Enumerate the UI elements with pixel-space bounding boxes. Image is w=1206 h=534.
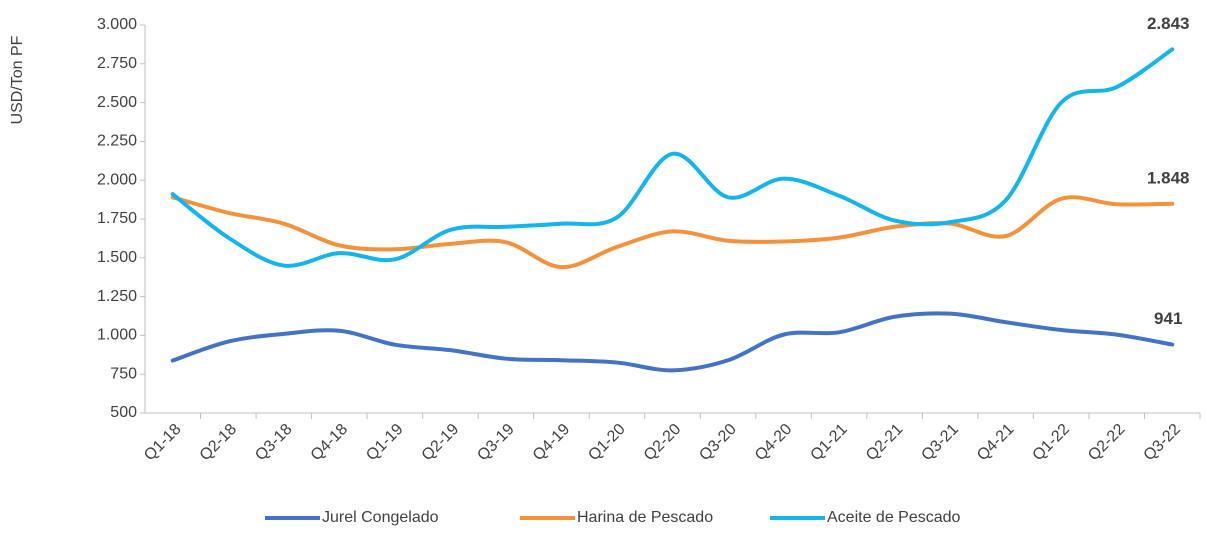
data-label: 941 [1154, 309, 1182, 328]
x-tick-label: Q1-20 [585, 421, 629, 465]
y-tick-label: 1.000 [97, 327, 137, 344]
legend-label: Harina de Pescado [577, 509, 713, 526]
data-label: 2.843 [1147, 14, 1190, 33]
y-tick-label: 500 [110, 404, 137, 421]
y-axis-title: USD/Ton PF [9, 35, 26, 124]
x-tick-label: Q1-19 [363, 421, 407, 465]
x-tick-label: Q3-22 [1141, 421, 1185, 465]
y-tick-label: 2.750 [97, 55, 137, 72]
x-tick-label: Q4-20 [752, 421, 796, 465]
y-tick-label: 2.500 [97, 94, 137, 111]
x-tick-label: Q4-19 [530, 421, 574, 465]
legend-label: Aceite de Pescado [827, 509, 961, 526]
x-tick-label: Q2-19 [419, 421, 463, 465]
x-tick-label: Q3-18 [252, 421, 296, 465]
x-tick-label: Q1-22 [1030, 421, 1074, 465]
x-tick-label: Q2-21 [863, 421, 907, 465]
series-line [170, 47, 1175, 268]
x-tick-label: Q2-22 [1085, 421, 1129, 465]
x-tick-label: Q4-18 [308, 421, 352, 465]
x-tick-label: Q3-20 [696, 421, 740, 465]
series-line [170, 311, 1175, 373]
legend-label: Jurel Congelado [322, 509, 439, 526]
x-tick-label: Q3-19 [474, 421, 518, 465]
x-tick-label: Q1-21 [807, 421, 851, 465]
y-tick-label: 3.000 [97, 16, 137, 33]
data-label: 1.848 [1147, 168, 1190, 187]
y-tick-label: 1.500 [97, 249, 137, 266]
x-tick-label: Q2-18 [197, 421, 241, 465]
x-tick-label: Q1-18 [141, 421, 185, 465]
x-tick-label: Q2-20 [641, 421, 685, 465]
series-line [170, 195, 1175, 270]
y-tick-label: 1.250 [97, 288, 137, 305]
y-tick-label: 1.750 [97, 210, 137, 227]
y-tick-label: 750 [110, 365, 137, 382]
x-tick-label: Q4-21 [974, 421, 1018, 465]
y-tick-label: 2.250 [97, 133, 137, 150]
y-tick-label: 2.000 [97, 171, 137, 188]
x-tick-label: Q3-21 [918, 421, 962, 465]
